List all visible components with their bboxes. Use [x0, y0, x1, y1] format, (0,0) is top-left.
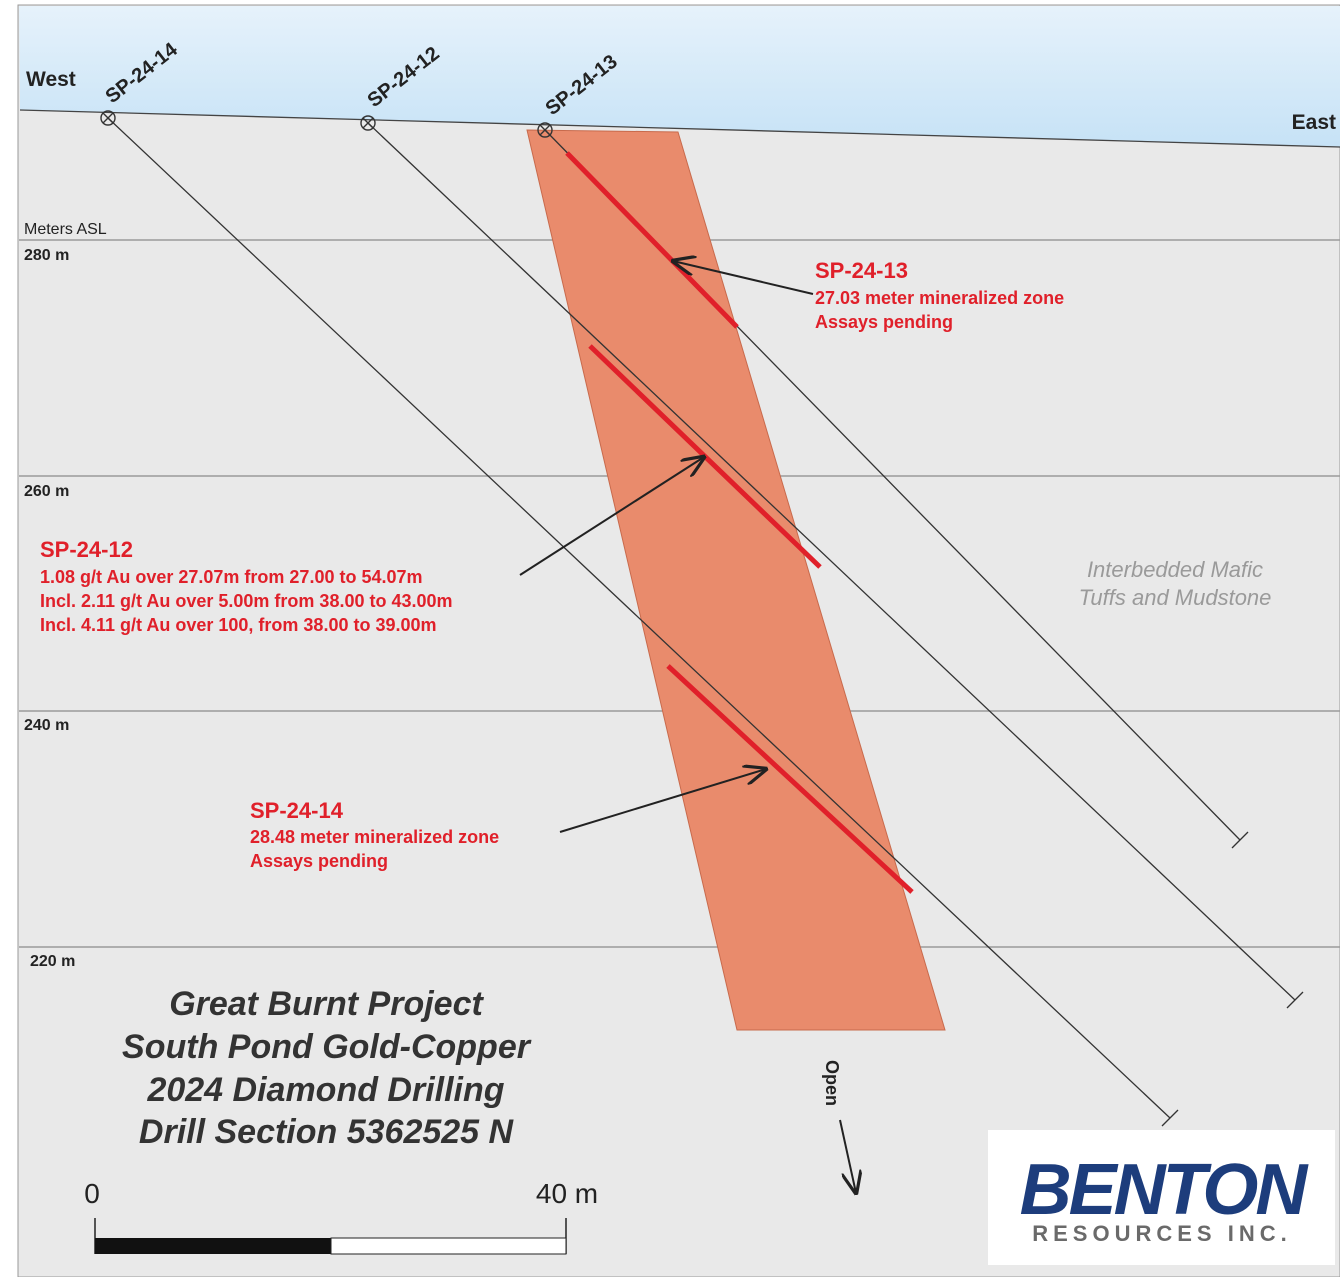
annotation-title: SP-24-13 — [815, 258, 908, 283]
title-line: 2024 Diamond Drilling — [146, 1071, 504, 1109]
title-line: Drill Section 5362525 N — [139, 1113, 515, 1151]
scale-start: 0 — [84, 1178, 100, 1209]
title-line: Great Burnt Project — [169, 985, 484, 1023]
scale-segment — [331, 1238, 566, 1254]
page: {"directions": {"west": "West", "east": … — [0, 0, 1340, 1277]
section-diagram: Meters ASL 280 m 260 m 240 m 220 m SP-24… — [0, 0, 1340, 1277]
annotation-line: Incl. 2.11 g/t Au over 5.00m from 38.00 … — [40, 591, 453, 611]
lithology-line: Tuffs and Mudstone — [1079, 585, 1272, 610]
direction-east: East — [1292, 111, 1336, 134]
title-line: South Pond Gold-Copper — [122, 1028, 532, 1066]
logo: BENTON RESOURCES INC. — [988, 1130, 1335, 1265]
unit-label: Meters ASL — [24, 221, 107, 238]
open-label: Open — [822, 1060, 842, 1106]
annotation-line: Incl. 4.11 g/t Au over 100, from 38.00 t… — [40, 615, 437, 635]
level-label: 220 m — [30, 953, 75, 970]
logo-subtitle: RESOURCES INC. — [1032, 1221, 1291, 1246]
annotation-line: 1.08 g/t Au over 27.07m from 27.00 to 54… — [40, 567, 423, 587]
level-label: 260 m — [24, 483, 69, 500]
annotation-title: SP-24-14 — [250, 798, 344, 823]
annotation-line: 27.03 meter mineralized zone — [815, 288, 1064, 308]
direction-west: West — [26, 68, 76, 91]
level-label: 280 m — [24, 247, 69, 264]
level-label: 240 m — [24, 717, 69, 734]
annotation-line: Assays pending — [250, 851, 388, 871]
scale-end: 40 m — [536, 1178, 598, 1209]
annotation-line: Assays pending — [815, 312, 953, 332]
annotation-title: SP-24-12 — [40, 537, 133, 562]
annotation-line: 28.48 meter mineralized zone — [250, 827, 499, 847]
lithology-line: Interbedded Mafic — [1087, 557, 1263, 582]
scale-segment — [95, 1238, 331, 1254]
logo-name: BENTON — [1020, 1150, 1310, 1230]
